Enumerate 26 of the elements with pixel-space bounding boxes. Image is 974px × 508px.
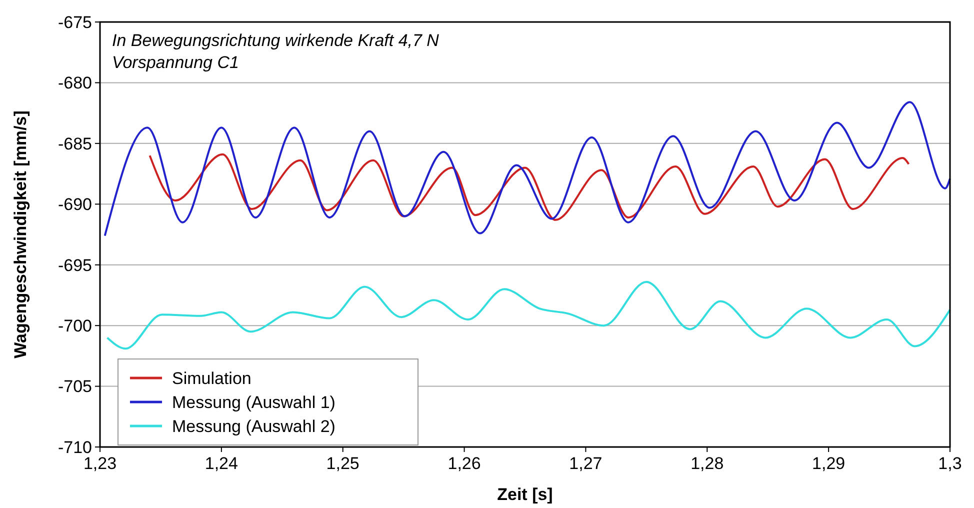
x-axis-title: Zeit [s] xyxy=(497,485,553,504)
y-tick-label: -685 xyxy=(58,134,92,154)
y-tick-label: -690 xyxy=(58,195,92,214)
annotation: In Bewegungsrichtung wirkende Kraft 4,7 N xyxy=(112,31,440,50)
x-tick-label: 1,27 xyxy=(569,454,602,473)
line-series xyxy=(104,101,951,237)
annotation: Vorspannung C1 xyxy=(112,53,239,72)
legend-label: Messung (Auswahl 1) xyxy=(172,392,336,412)
y-tick-label: -710 xyxy=(58,438,92,457)
legend-label: Messung (Auswahl 2) xyxy=(172,416,336,436)
y-tick-label: -675 xyxy=(58,12,92,32)
x-tick-label: 1,3 xyxy=(938,454,962,473)
x-tick-label: 1,26 xyxy=(448,454,481,473)
x-tick-label: 1,28 xyxy=(690,454,724,473)
legend-label: Simulation xyxy=(172,368,252,388)
y-tick-label: -705 xyxy=(58,377,92,396)
y-tick-label: -680 xyxy=(58,74,92,93)
line-series xyxy=(148,153,910,221)
x-tick-label: 1,24 xyxy=(204,454,238,473)
x-tick-label: 1,23 xyxy=(83,454,117,473)
y-axis-title: Wagengeschwindigkeit [mm/s] xyxy=(11,110,30,358)
x-tick-label: 1,29 xyxy=(812,454,846,473)
line-series xyxy=(106,280,951,350)
y-tick-label: -695 xyxy=(58,256,92,275)
x-tick-label: 1,25 xyxy=(326,454,360,473)
y-tick-label: -700 xyxy=(58,316,92,336)
